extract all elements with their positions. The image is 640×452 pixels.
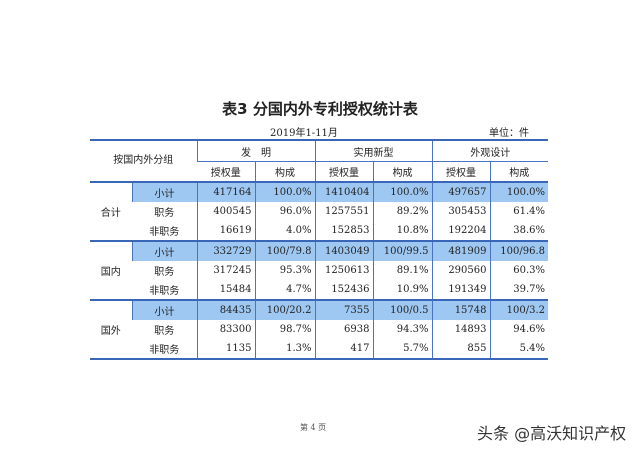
table-row: 职务 400545 96.0% 1257551 89.2% 305453 61.4%: [90, 202, 548, 221]
count-cell: 1250613: [314, 261, 373, 280]
share-cell: 100.0%: [489, 182, 548, 202]
share-cell: 61.4%: [489, 202, 548, 221]
group-name: 国内: [90, 240, 132, 300]
table-row: 国内 小计 332729 100/79.8 1403049 100/99.5 481909 1…: [90, 240, 548, 300]
row-label: 职务: [154, 326, 175, 337]
share-cell: 38.6%: [489, 221, 548, 241]
table-row: 非职务 15484 4.7% 152436 10.9% 191349 39.7%: [90, 280, 548, 300]
sub-header-count: 授权量: [314, 161, 373, 182]
sub-header-share: 构成: [489, 161, 548, 182]
share-cell: 60.3%: [489, 261, 548, 280]
count-cell: 14893: [431, 320, 490, 339]
share-cell: 100/79.8: [254, 240, 315, 261]
category-header-design: 外观设计: [431, 139, 548, 162]
page-number: 第 4 页: [300, 423, 327, 432]
count-cell: 15748: [431, 299, 490, 320]
count-cell: 6938: [314, 320, 373, 339]
group-header: 按国内外分组: [90, 139, 197, 183]
table-row: 职务 317245 95.3% 1250613 89.1% 290560 60.3%: [90, 261, 548, 280]
sub-header-count: 授权量: [197, 161, 255, 182]
table-row: 合计 小计 417164 100.0% 1410404 100.0% 497657 100.0…: [90, 182, 548, 219]
count-cell: 332729: [196, 240, 255, 261]
share-cell: 94.6%: [489, 320, 548, 339]
category-header-utility: 实用新型: [314, 139, 432, 162]
share-cell: 100/99.5: [372, 240, 432, 261]
count-cell: 191349: [431, 280, 490, 300]
count-cell: 15484: [196, 280, 255, 300]
table-row: 国外 小计 84435 100/20.2 7355 100/0.5 15748 100/3.2: [90, 299, 548, 360]
share-cell: 100.0%: [372, 182, 432, 202]
row-label: 小计: [131, 299, 197, 320]
share-cell: 4.0%: [254, 221, 315, 241]
share-cell: 98.7%: [254, 320, 315, 339]
share-cell: 39.7%: [489, 280, 548, 300]
share-cell: 96.0%: [254, 202, 315, 221]
watermark: 头条 @高沃知识产权: [477, 424, 627, 443]
count-cell: 481909: [431, 240, 490, 261]
count-cell: 417164: [196, 182, 255, 202]
share-cell: 95.3%: [254, 261, 315, 280]
sub-header-share: 构成: [372, 161, 432, 182]
share-cell: 100/3.2: [489, 299, 548, 320]
count-cell: 152436: [314, 280, 373, 300]
count-cell: 305453: [431, 202, 490, 221]
row-label: 非职务: [132, 339, 197, 360]
table-row: 非职务 1135 1.3% 417 5.7% 855 5.4%: [90, 339, 548, 360]
sub-header-share: 构成: [254, 161, 315, 182]
row-label: 非职务: [149, 286, 180, 297]
share-cell: 100.0%: [254, 182, 315, 202]
row-label: 小计: [131, 182, 197, 202]
count-cell: 855: [431, 339, 490, 360]
share-cell: 5.4%: [489, 339, 548, 360]
count-cell: 152853: [314, 221, 373, 241]
count-cell: 317245: [196, 261, 255, 280]
table-title: 表3 分国内外专利授权统计表: [222, 100, 418, 118]
table-row: 非职务 16619 4.0% 152853 10.8% 192204 38.6%: [90, 221, 548, 241]
count-cell: 16619: [196, 221, 255, 241]
share-cell: 94.3%: [372, 320, 432, 339]
share-cell: 10.8%: [372, 221, 432, 241]
share-cell: 89.1%: [372, 261, 432, 280]
row-label: 职务: [154, 267, 175, 278]
row-label: 职务: [154, 208, 175, 219]
share-cell: 10.9%: [372, 280, 432, 300]
count-cell: 1257551: [314, 202, 373, 221]
period-label: 2019年1-11月: [270, 128, 338, 139]
count-cell: 497657: [431, 182, 490, 202]
count-cell: 1135: [196, 339, 255, 360]
group-name: 合计: [100, 208, 121, 219]
count-cell: 290560: [431, 261, 490, 280]
count-cell: 7355: [314, 299, 373, 320]
unit-label: 单位：件: [489, 128, 529, 139]
category-header-invention: 发 明: [196, 139, 315, 162]
row-label: 小计: [131, 240, 197, 261]
count-cell: 83300: [196, 320, 255, 339]
share-cell: 100/0.5: [372, 299, 432, 320]
sub-header-count: 授权量: [431, 161, 490, 182]
count-cell: 1410404: [314, 182, 373, 202]
share-cell: 100/20.2: [254, 299, 315, 320]
count-cell: 400545: [196, 202, 255, 221]
share-cell: 100/96.8: [489, 240, 548, 261]
share-cell: 4.7%: [254, 280, 315, 300]
count-cell: 192204: [431, 221, 490, 241]
count-cell: 417: [314, 339, 373, 360]
count-cell: 84435: [196, 299, 255, 320]
row-label: 非职务: [149, 227, 180, 238]
table-row: 职务 83300 98.7% 6938 94.3% 14893 94.6%: [90, 320, 548, 339]
share-cell: 89.2%: [372, 202, 432, 221]
group-name: 国外: [90, 299, 132, 360]
count-cell: 1403049: [314, 240, 373, 261]
share-cell: 1.3%: [254, 339, 315, 360]
share-cell: 5.7%: [372, 339, 432, 360]
patent-stats-table: 按国内外分组 发 明 实用新型 外观设计 授权量 构成 授权量 构成 授权量 构…: [90, 139, 548, 360]
